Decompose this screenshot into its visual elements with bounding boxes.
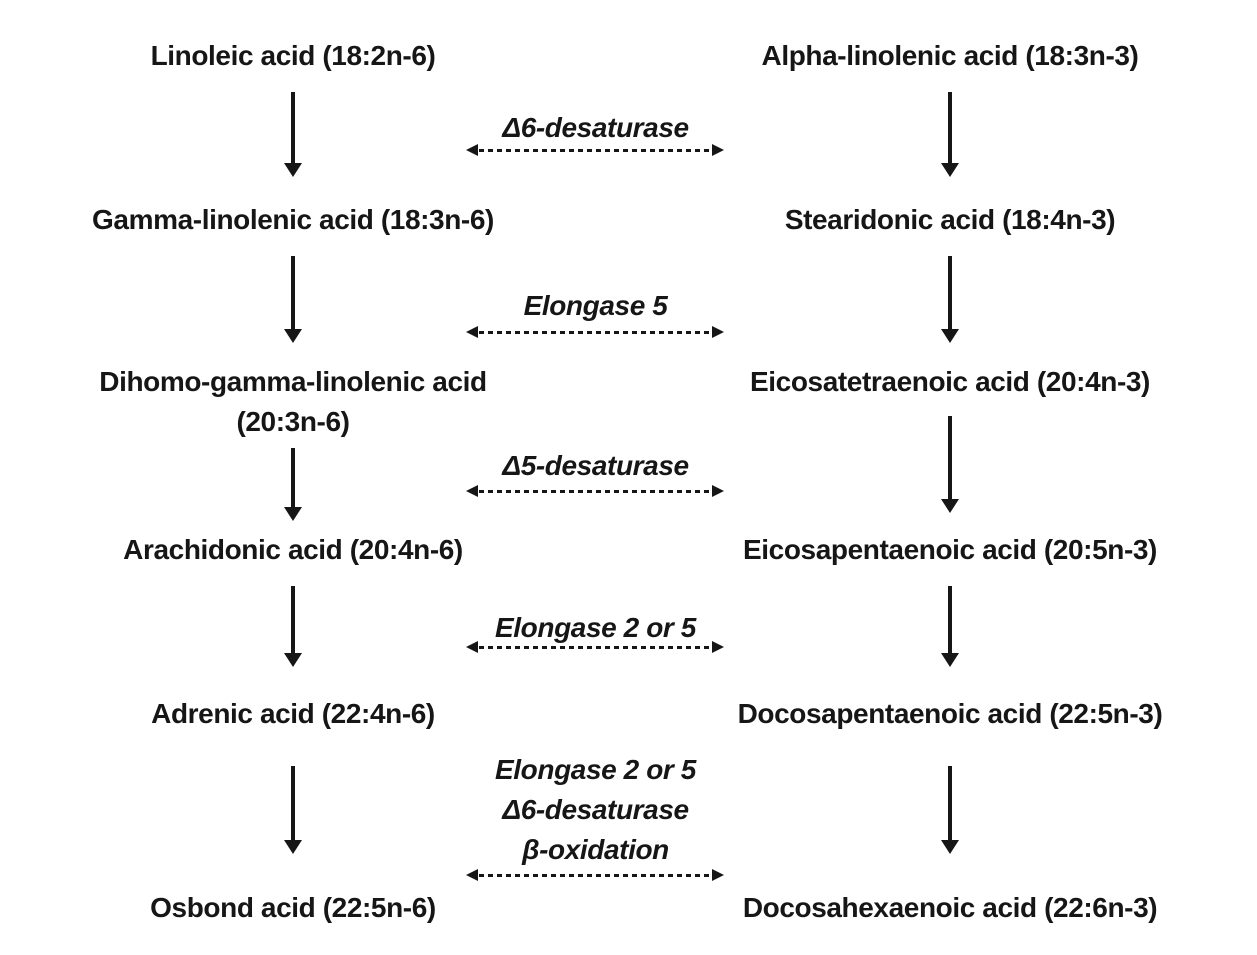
down-arrow [291,766,295,841]
enzyme-elongase-5: Elongase 5 [523,290,668,321]
enzyme-elongase-2-or-5: Elongase 2 or 5 [495,612,696,643]
down-arrow [291,256,295,330]
down-arrow [948,766,952,841]
bidirectional-dashed-arrow [466,485,724,497]
down-arrow [948,416,952,500]
metabolite-eicosatetraenoic-acid: Eicosatetraenoic acid (20:4n-3) [750,366,1150,397]
metabolite-docosahexaenoic-acid: Docosahexaenoic acid (22:6n-3) [742,892,1158,923]
enzyme-final-step-group: Elongase 2 or 5 Δ6-desaturase β-oxidatio… [418,750,773,870]
bidirectional-dashed-arrow [466,869,724,881]
enzyme-elongase-2-or-5-line: Elongase 2 or 5 [495,754,696,785]
down-arrow [948,256,952,330]
metabolite-stearidonic-acid: Stearidonic acid (18:4n-3) [784,204,1116,235]
metabolite-adrenic-acid: Adrenic acid (22:4n-6) [151,698,435,729]
metabolite-docosapentaenoic-acid: Docosapentaenoic acid (22:5n-3) [737,698,1163,729]
metabolite-formula-line2: (20:3n-6) [236,406,350,437]
bidirectional-dashed-arrow [466,326,724,338]
down-arrow [291,448,295,508]
enzyme-delta6-desaturase-line: Δ6-desaturase [502,794,689,825]
bidirectional-dashed-arrow [466,144,724,156]
down-arrow [948,92,952,164]
enzyme-beta-oxidation-line: β-oxidation [522,834,669,865]
metabolite-osbond-acid: Osbond acid (22:5n-6) [150,892,436,923]
metabolite-dihomo-gamma-linolenic-acid: Dihomo-gamma-linolenic acid (20:3n-6) [10,362,576,442]
down-arrow [291,92,295,164]
down-arrow [948,586,952,654]
metabolite-alpha-linolenic-acid: Alpha-linolenic acid (18:3n-3) [761,40,1139,71]
metabolite-linoleic-acid: Linoleic acid (18:2n-6) [150,40,436,71]
down-arrow [291,586,295,654]
metabolite-arachidonic-acid: Arachidonic acid (20:4n-6) [123,534,463,565]
metabolite-name-line1: Dihomo-gamma-linolenic acid [99,366,487,397]
enzyme-delta5-desaturase: Δ5-desaturase [502,450,689,481]
metabolite-gamma-linolenic-acid: Gamma-linolenic acid (18:3n-6) [92,204,494,235]
enzyme-delta6-desaturase: Δ6-desaturase [502,112,689,143]
metabolite-eicosapentaenoic-acid: Eicosapentaenoic acid (20:5n-3) [743,534,1157,565]
bidirectional-dashed-arrow [466,641,724,653]
